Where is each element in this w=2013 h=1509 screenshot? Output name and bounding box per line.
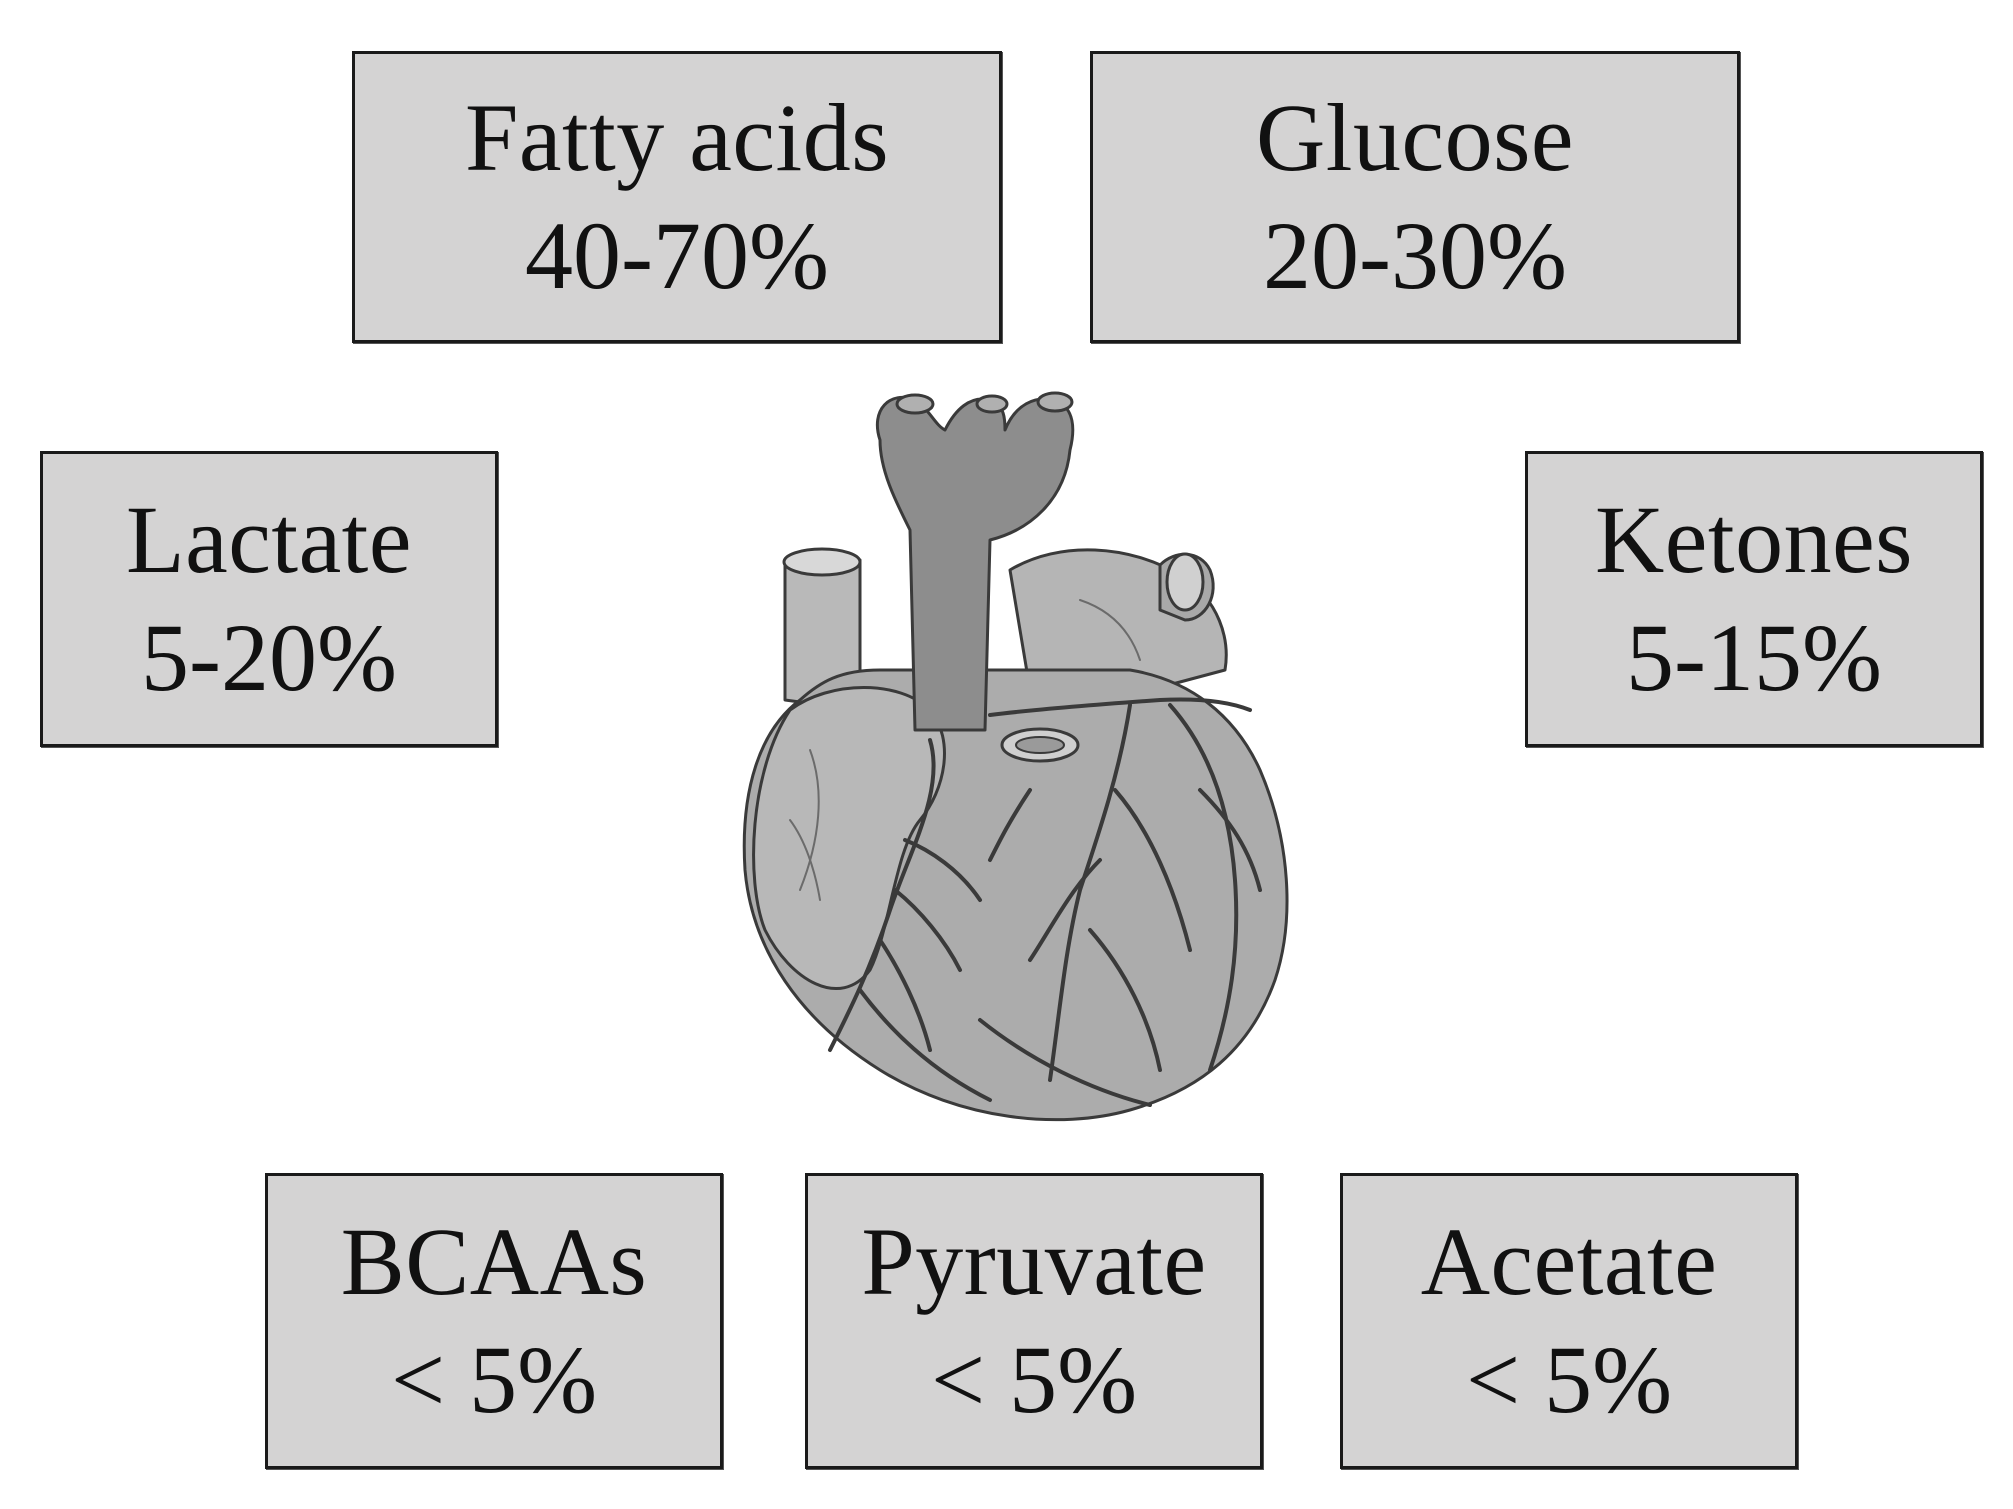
glucose-box: Glucose 20-30%: [1090, 51, 1740, 343]
pyruvate-box: Pyruvate < 5%: [805, 1173, 1263, 1469]
fatty-acids-box: Fatty acids 40-70%: [352, 51, 1002, 343]
coronary-vessels: [828, 697, 1262, 1107]
fatty-acids-percent: 40-70%: [525, 202, 829, 309]
acetate-percent: < 5%: [1465, 1326, 1673, 1433]
pulmonary-opening: [1165, 552, 1205, 612]
ketones-label: Ketones: [1594, 486, 1914, 593]
acetate-label: Acetate: [1420, 1208, 1718, 1315]
bcaas-percent: < 5%: [390, 1326, 598, 1433]
ketones-box: Ketones 5-15%: [1525, 451, 1983, 747]
bcaas-box: BCAAs < 5%: [265, 1173, 723, 1469]
glucose-label: Glucose: [1255, 84, 1575, 191]
heart-icon: [742, 391, 1289, 1122]
pyruvate-percent: < 5%: [930, 1326, 1138, 1433]
pyruvate-label: Pyruvate: [861, 1208, 1207, 1315]
aorta-branch-3: [1036, 391, 1074, 413]
aorta-branch-2: [975, 394, 1009, 414]
aorta-branch-1: [895, 393, 935, 415]
lactate-box: Lactate 5-20%: [40, 451, 498, 747]
fatty-acids-label: Fatty acids: [464, 84, 890, 191]
vena-cava-opening: [782, 547, 862, 577]
lactate-percent: 5-20%: [141, 604, 397, 711]
lactate-label: Lactate: [126, 486, 412, 593]
acetate-box: Acetate < 5%: [1340, 1173, 1798, 1469]
ketones-percent: 5-15%: [1626, 604, 1882, 711]
glucose-percent: 20-30%: [1263, 202, 1567, 309]
bcaas-label: BCAAs: [340, 1208, 648, 1315]
